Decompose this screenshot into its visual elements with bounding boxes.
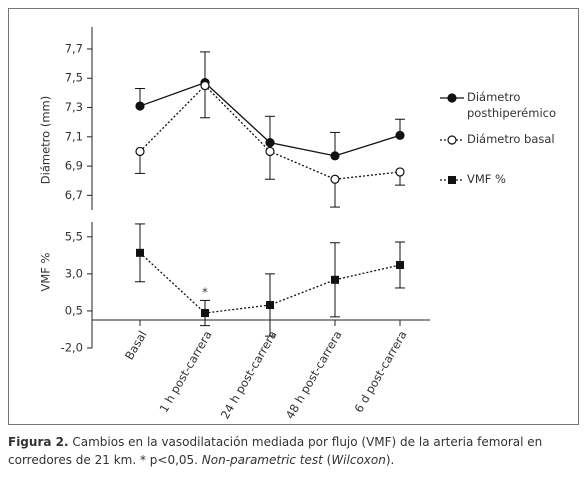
legend-label: Diámetro posthiperémico	[467, 90, 557, 120]
legend-entry: VMF %	[440, 172, 506, 186]
marker	[200, 80, 210, 91]
legend-label-box: Diámetro basal	[467, 132, 555, 146]
caption-part: Non-parametric test	[201, 453, 323, 467]
y-tick-label: -2,0	[61, 341, 83, 355]
error-bar	[200, 85, 210, 119]
y-tick-label: 6,7	[65, 188, 83, 202]
marker	[395, 167, 405, 177]
x-tick-label: 6 d post-carrera	[351, 328, 409, 415]
caption: Figura 2. Cambios en la vasodilatación m…	[8, 433, 580, 469]
x-tick-label: Basal	[122, 328, 150, 362]
figure: Diámetro (mm) VMF % 6,7 6,9 7,1 7,3 7,5 7,7 -2…	[8, 8, 579, 425]
y-tick-label: 7,3	[65, 100, 83, 114]
x-tick-label: 48 h post-carrera	[283, 328, 345, 421]
error-bar	[265, 151, 275, 180]
legend-label-box: Diámetro posthiperémico	[467, 90, 557, 120]
legend-entry: Diámetro basal	[440, 132, 555, 146]
y-tick-label: 7,7	[65, 41, 83, 55]
caption-part: Cambios en la vasodilatación mediada por…	[8, 435, 543, 467]
annotation: *	[202, 285, 208, 299]
y-tick-label: 3,0	[65, 266, 83, 280]
marker	[395, 130, 405, 140]
y-tick-label: 5,5	[65, 229, 83, 243]
marker	[396, 260, 404, 269]
marker	[265, 146, 275, 157]
marker	[201, 309, 209, 318]
legend-entry: Diámetro posthiperémico	[440, 90, 557, 120]
figure-border	[8, 8, 579, 425]
error-bar	[200, 51, 210, 83]
marker	[448, 176, 456, 184]
marker	[265, 138, 275, 148]
marker	[135, 101, 145, 111]
x-tick-label: 1 h post-carrera	[156, 328, 214, 415]
marker	[447, 135, 457, 145]
legend-label: Diámetro basal	[467, 132, 555, 146]
y-tick-label: 7,5	[65, 71, 83, 85]
caption-part: Wilcoxon	[331, 453, 386, 467]
caption-part: Figura 2.	[8, 435, 69, 449]
marker	[447, 93, 457, 103]
caption-part: (	[322, 453, 332, 467]
marker	[135, 146, 145, 157]
x-tick-label: 24 h post-carrera	[218, 328, 280, 421]
marker	[330, 151, 340, 161]
marker	[266, 301, 274, 310]
y-tick-label: 6,9	[65, 159, 83, 173]
legend-label: VMF %	[467, 172, 506, 186]
caption-part: ).	[385, 453, 395, 467]
y-tick-label: 7,1	[65, 129, 83, 143]
marker	[330, 174, 340, 184]
marker	[136, 248, 144, 257]
marker	[331, 275, 339, 284]
y-axis-label: VMF %	[39, 252, 53, 291]
error-bar	[330, 179, 340, 208]
legend-label-box: VMF %	[467, 172, 506, 186]
y-axis-label: Diámetro (mm)	[39, 96, 53, 184]
y-tick-label: 0,5	[65, 303, 83, 317]
